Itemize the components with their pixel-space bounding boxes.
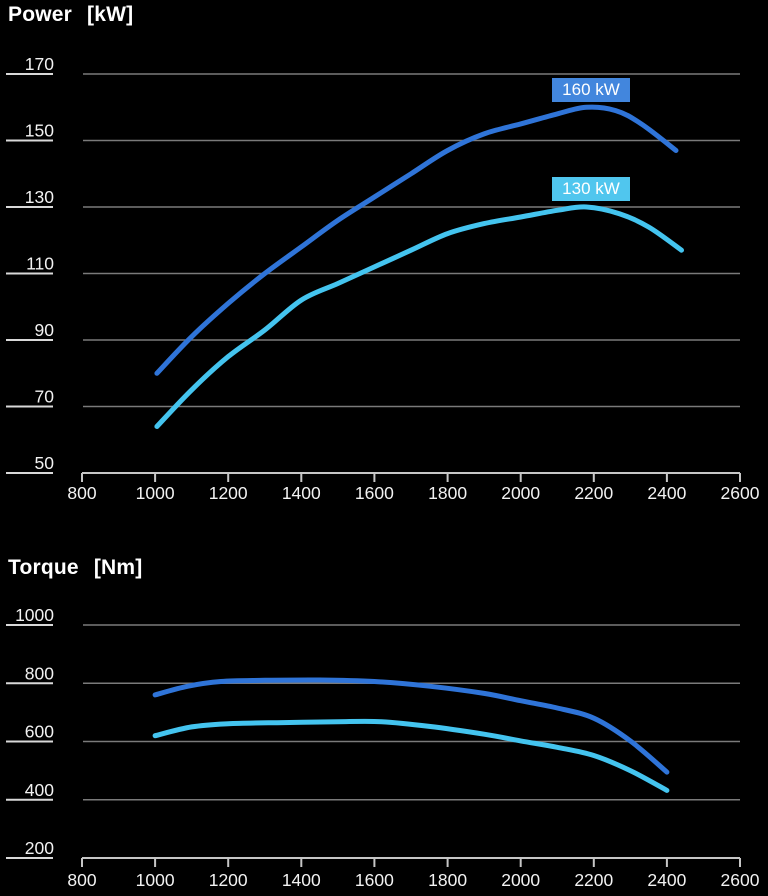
x-tick-label: 2600 — [721, 483, 760, 503]
torque-title-text: Torque — [8, 556, 79, 579]
x-tick-label: 1200 — [209, 483, 248, 503]
y-tick-label: 70 — [35, 387, 55, 407]
y-tick-label: 400 — [25, 780, 54, 800]
y-tick-label: 130 — [25, 187, 54, 207]
y-tick-label: 50 — [35, 453, 55, 473]
y-tick-label: 90 — [35, 320, 55, 340]
power-chart-title: Power [kW] — [8, 3, 133, 27]
curve-160-kw — [152, 677, 670, 775]
y-tick-label: 1000 — [15, 605, 54, 625]
x-tick-label: 800 — [67, 870, 96, 890]
y-tick-label: 110 — [26, 254, 54, 274]
x-tick-label: 1800 — [428, 483, 467, 503]
x-tick-label: 800 — [67, 483, 96, 503]
power-title-unit: [kW] — [87, 3, 134, 26]
x-tick-label: 1600 — [355, 483, 394, 503]
x-tick-label: 1400 — [282, 870, 321, 890]
curve-160-kw — [154, 104, 679, 376]
y-tick-label: 600 — [25, 722, 54, 742]
y-tick-label: 200 — [25, 838, 54, 858]
curve-130-kw — [152, 718, 670, 793]
x-tick-label: 1600 — [355, 870, 394, 890]
x-tick-label: 2000 — [501, 483, 540, 503]
y-tick-label: 170 — [25, 54, 54, 74]
series-badge-130kw: 130 kW — [552, 177, 630, 201]
torque-title-unit: [Nm] — [93, 556, 143, 579]
power-title-text: Power — [8, 3, 73, 26]
x-tick-label: 2000 — [501, 870, 540, 890]
torque-chart-title: Torque [Nm] — [8, 556, 142, 580]
y-tick-label: 150 — [25, 121, 54, 141]
x-tick-label: 1000 — [136, 870, 175, 890]
x-tick-label: 2600 — [721, 870, 760, 890]
x-tick-label: 2200 — [574, 870, 613, 890]
x-tick-label: 1000 — [136, 483, 175, 503]
curve-130-kw — [154, 204, 684, 429]
x-tick-label: 1400 — [282, 483, 321, 503]
x-tick-label: 1200 — [209, 870, 248, 890]
x-tick-label: 2200 — [574, 483, 613, 503]
x-tick-label: 1800 — [428, 870, 467, 890]
x-tick-label: 2400 — [647, 870, 686, 890]
x-tick-label: 2400 — [647, 483, 686, 503]
series-badge-160kw: 160 kW — [552, 78, 630, 102]
y-tick-label: 800 — [25, 663, 54, 683]
